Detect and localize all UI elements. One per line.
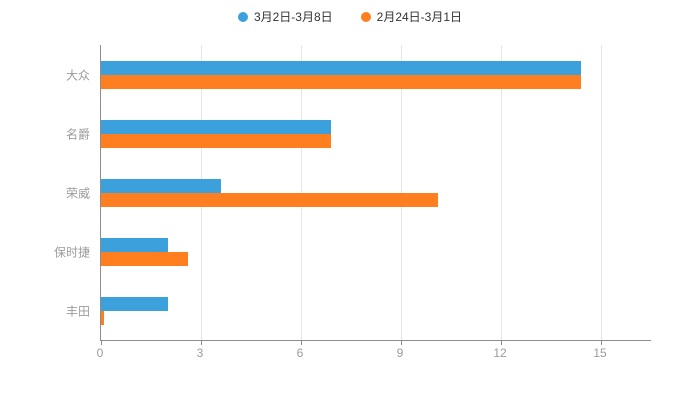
x-tick-label: 15 — [593, 346, 607, 360]
legend-item-1[interactable]: 2月24日-3月1日 — [360, 8, 463, 25]
bar-荣威-series0[interactable] — [101, 178, 221, 193]
bar-名爵-series0[interactable] — [101, 119, 331, 134]
bar-丰田-series0[interactable] — [101, 296, 168, 311]
x-axis-tick — [201, 340, 202, 345]
bar-荣威-series1[interactable] — [101, 192, 438, 207]
bar-大众-series0[interactable] — [101, 60, 581, 75]
x-tick-label: 3 — [196, 346, 204, 360]
chart-legend: 3月2日-3月8日 2月24日-3月1日 — [0, 8, 700, 25]
x-axis-tick — [501, 340, 502, 345]
x-tick-label: 0 — [96, 346, 104, 360]
bar-保时捷-series0[interactable] — [101, 237, 168, 252]
bar-保时捷-series1[interactable] — [101, 251, 188, 266]
x-axis-tick — [601, 340, 602, 345]
legend-dot-icon — [237, 11, 248, 22]
grid-line — [501, 45, 502, 340]
x-tick-label: 9 — [396, 346, 404, 360]
plot-area — [100, 45, 651, 345]
bar-名爵-series1[interactable] — [101, 133, 331, 148]
legend-label: 2月24日-3月1日 — [376, 10, 463, 24]
legend-label: 3月2日-3月8日 — [253, 10, 333, 24]
x-axis-tick — [401, 340, 402, 345]
legend-dot-icon — [360, 11, 371, 22]
grid-line — [601, 45, 602, 340]
legend-item-0[interactable]: 3月2日-3月8日 — [237, 8, 333, 25]
category-label: 荣威 — [65, 186, 90, 200]
category-label: 大众 — [65, 68, 90, 82]
x-axis-tick — [301, 340, 302, 345]
x-axis-tick — [101, 340, 102, 345]
x-tick-label: 12 — [493, 346, 507, 360]
bar-丰田-series1[interactable] — [101, 310, 105, 325]
bar-大众-series1[interactable] — [101, 74, 581, 89]
category-label: 保时捷 — [53, 245, 90, 259]
category-label: 丰田 — [65, 304, 90, 318]
x-tick-label: 6 — [296, 346, 304, 360]
category-label: 名爵 — [65, 127, 90, 141]
